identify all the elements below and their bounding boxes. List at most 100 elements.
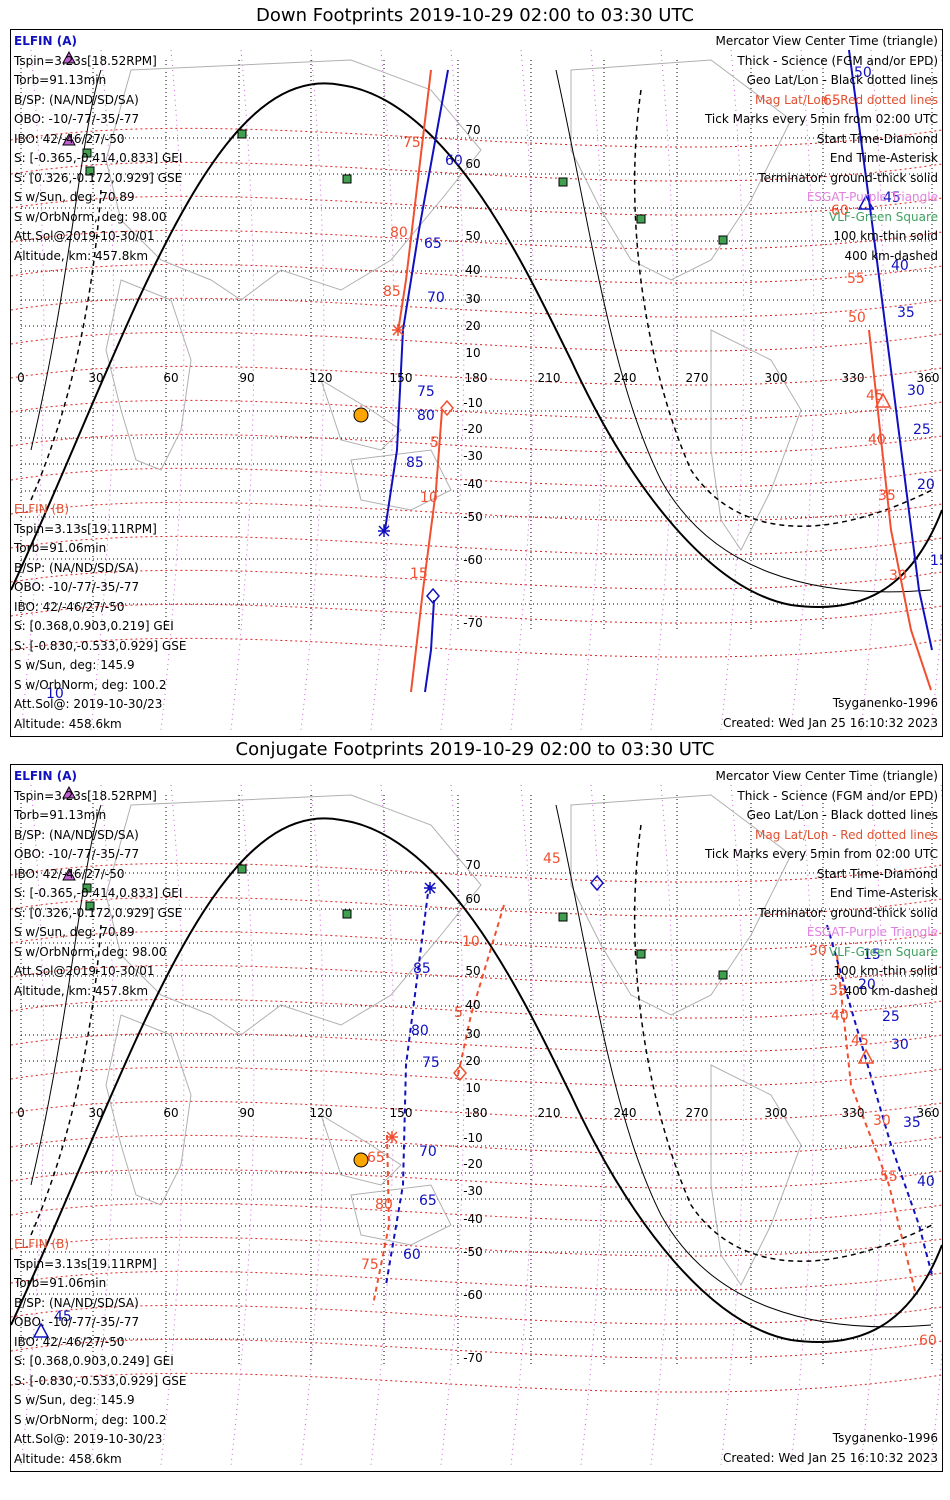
probe-b-track [410, 409, 443, 693]
probe-b-line: Altitude: 458.6km [14, 716, 122, 731]
vlf-station-marker [85, 901, 95, 911]
legend-item: Thick - Science (FGM and/or EPD) [737, 788, 938, 803]
mag-lat-curve [11, 1202, 942, 1223]
mag-lat-curve [11, 331, 942, 352]
probe-b-line: S: [0.368,0.903,0.249] GEI [14, 1354, 174, 1368]
continent-outline [105, 279, 192, 471]
mag-lat-curve [11, 535, 942, 556]
end-time-asterisk [392, 324, 404, 336]
mag-lon-curve [580, 784, 605, 1466]
lat-tick-label: 50 [465, 964, 480, 978]
probe-b-tick-label: 30 [873, 1113, 891, 1129]
probe-a-tick-label: 80 [417, 408, 435, 424]
vlf-station-marker [237, 864, 247, 874]
probe-b-tick-label: 30 [889, 568, 907, 584]
probe-a-line: IBO: 42/-46/27/-50 [14, 131, 125, 146]
lon-tick-label: 330 [842, 1106, 865, 1120]
start-time-diamond [453, 1064, 467, 1082]
mag-lon-curve [650, 49, 675, 731]
legend-item: Geo Lat/Lon - Black dotted lines [746, 808, 938, 822]
probe-a-tick-label: 85 [413, 961, 431, 977]
probe-b-line: S: [-0.830,-0.533,0.929] GSE [14, 1373, 187, 1388]
probe-a-tick-label: 20 [917, 477, 935, 493]
lat-tick-label: -10 [463, 1131, 483, 1145]
probe-a-line: Tspin=3.23s[18.52RPM] [14, 53, 157, 68]
legend-item: Geo Lat/Lon - Black dotted lines [746, 73, 938, 87]
lat-tick-label: -40 [463, 1212, 483, 1226]
probe-b-line: Torb=91.06min [14, 541, 107, 555]
probe-a-line: Tspin=3.23s[18.52RPM] [14, 788, 157, 803]
probe-b-tick-label: 10 [420, 490, 438, 506]
lon-tick-label: 180 [465, 371, 488, 385]
probe-b-tick-label: 80 [390, 225, 408, 241]
mag-lon-curve [300, 784, 325, 1466]
probe-b-track [868, 329, 932, 691]
probe-b-line: OBO: -10/-77/-35/-77 [14, 1315, 140, 1329]
map-legend: Mercator View Center Time (triangle) Thi… [705, 767, 938, 1001]
center-time-triangle [857, 1048, 875, 1064]
legend-item: ESGAT-Purple Triangle [806, 190, 938, 204]
mag-lat-curve [11, 1304, 942, 1325]
mag-lat-curve [11, 501, 942, 522]
mag-lat-curve [11, 195, 942, 216]
mag-lat-curve [11, 1066, 942, 1087]
mag-lat-curve [11, 862, 942, 883]
vlf-station-marker [636, 949, 646, 959]
lon-tick-label: 60 [163, 1106, 178, 1120]
mag-lon-curve [90, 784, 115, 1466]
mag-lat-curve [11, 896, 942, 917]
lon-tick-label: 90 [239, 1106, 254, 1120]
map-panel-conjugate: 85 80 75 70 65 60 15 20 25 30 35 40 45 45 10 5 65 80 75 30 3… [10, 764, 943, 1472]
lat-tick-label: 20 [465, 319, 480, 333]
probe-a-tick-label: 70 [419, 1144, 437, 1160]
center-time-triangle [857, 194, 875, 210]
mag-lon-curve [230, 49, 255, 731]
probe-a-line: S: [0.326,-0.172,0.929] GSE [14, 905, 183, 920]
lon-tick-label: 120 [310, 371, 333, 385]
probe-a-tick-label: 65 [424, 236, 442, 252]
vlf-station-marker [85, 166, 95, 176]
probe-a-line: Att.Sol@2019-10-30/01 [14, 229, 155, 243]
legend-item: Start Time-Diamond [816, 131, 938, 146]
probe-a-name: ELFIN (A) [14, 769, 77, 783]
probe-a-line: Torb=91.13min [14, 808, 107, 822]
sun-icon [353, 407, 369, 423]
mag-lat-curve [11, 365, 942, 386]
map-canvas: 8580757065601520253035404545105658075303… [11, 784, 942, 1466]
lat-tick-label: -50 [463, 1245, 483, 1259]
probe-a-tick-label: 20 [858, 977, 876, 993]
probe-a-name: ELFIN (A) [14, 34, 77, 48]
center-time-triangle [874, 392, 892, 408]
probe-b-tick-label: 40 [868, 432, 886, 448]
lat-tick-label: -50 [463, 510, 483, 524]
start-time-diamond [440, 399, 454, 417]
probe-b-line: Att.Sol@: 2019-10-30/23 [14, 697, 163, 711]
lat-tick-label: 60 [465, 892, 480, 906]
mag-lat-curve [11, 930, 942, 951]
probe-b-tick-label: 55 [847, 271, 865, 287]
probe-a-tick-label: 40 [917, 1174, 935, 1190]
esgat-station-marker [62, 785, 76, 799]
legend-item: Mag Lat/Lon - Red dotted lines [754, 92, 938, 107]
panel-title-conjugate: Conjugate Footprints 2019-10-29 02:00 to… [235, 739, 715, 760]
mag-lon-curve [20, 49, 45, 731]
map-legend: Mercator View Center Time (triangle) Thi… [705, 32, 938, 266]
probe-a-line: S w/OrbNorm, deg: 98.00 [14, 944, 167, 959]
mag-lat-curve [11, 998, 942, 1019]
probe-b-line: S w/Sun, deg: 145.9 [14, 1393, 135, 1407]
probe-a-track [826, 924, 933, 1276]
probe-a-track [848, 49, 933, 651]
vlf-station-marker [82, 148, 92, 158]
mag-lat-curve [11, 467, 942, 488]
mag-lon-curve [860, 49, 885, 731]
lon-tick-label: 330 [842, 371, 865, 385]
probe-b-line: Tspin=3.13s[19.11RPM] [14, 1256, 157, 1271]
end-time-asterisk [386, 1131, 398, 1143]
lat-tick-label: 10 [465, 346, 480, 360]
legend-item: Mag Lat/Lon - Red dotted lines [754, 827, 938, 842]
probe-a-tick-label: 30 [891, 1037, 909, 1053]
probe-b-line: Torb=91.06min [14, 1276, 107, 1290]
legend-item: Mercator View Center Time (triangle) [715, 34, 938, 48]
orbit-400km-curve [30, 924, 102, 1236]
probe-b-tick-label: 50 [848, 310, 866, 326]
